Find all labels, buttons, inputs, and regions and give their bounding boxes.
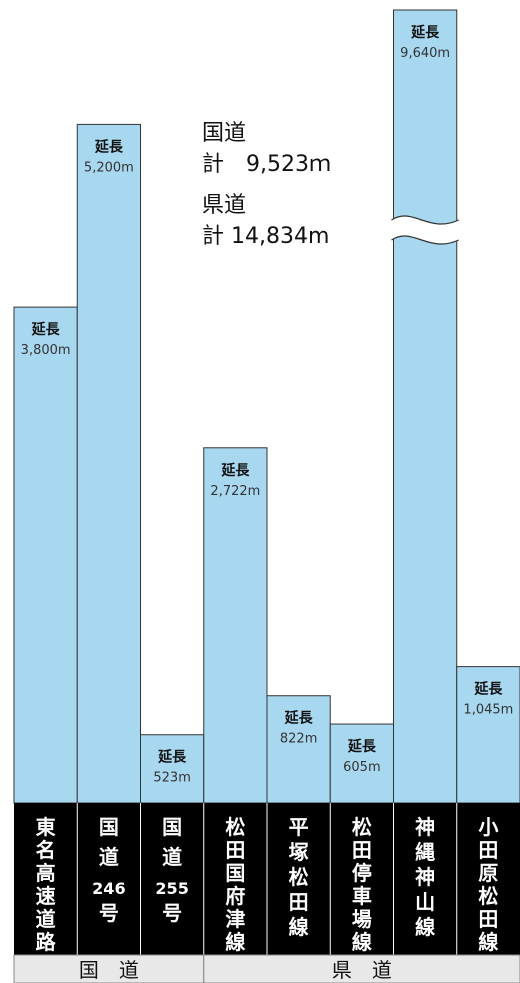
category-char-3-1: 国 [162, 815, 182, 839]
axis-break-line-top [391, 215, 460, 225]
category-char-3-2: 道 [162, 845, 182, 869]
category-char-4-2: 田 [225, 838, 245, 862]
category-char-4-3: 国 [225, 861, 245, 885]
category-char-8-1: 小 [478, 815, 498, 839]
category-char-8-2: 田 [478, 838, 498, 862]
category-char-5-4: 田 [289, 890, 309, 914]
group-cell-2 [203, 954, 520, 983]
category-char-4-4: 府 [225, 884, 245, 908]
total-value-2: 計 14,834m [202, 224, 329, 249]
axis-break-line-bottom [391, 235, 460, 245]
category-char-5-2: 塚 [289, 840, 309, 864]
bar-label-7: 延長 [410, 24, 440, 41]
value-label-6: 605m [343, 760, 380, 775]
category-char-1-3: 高 [36, 861, 56, 885]
category-char-1-1: 東 [36, 815, 56, 839]
category-char-2-1: 国 [99, 815, 119, 839]
bar-label-4: 延長 [220, 462, 250, 479]
bar-5 [266, 695, 331, 804]
category-char-2-4: 号 [99, 901, 119, 925]
bar-2 [76, 123, 141, 804]
group-label-1: 国 道 [79, 958, 139, 982]
value-label-7: 9,640m [400, 46, 450, 61]
category-char-8-4: 松 [478, 884, 498, 908]
value-label-4: 2,722m [210, 484, 260, 499]
category-char-7-4: 山 [415, 890, 435, 914]
category-char-6-4: 車 [352, 884, 372, 908]
category-char-6-5: 場 [352, 907, 372, 931]
bar-6 [329, 723, 394, 804]
value-label-2: 5,200m [84, 160, 134, 175]
bar-4 [203, 447, 268, 804]
category-char-2-2: 道 [99, 845, 119, 869]
category-char-1-2: 名 [36, 838, 56, 862]
category-char-7-3: 神 [415, 865, 435, 889]
axis-break-gap [391, 215, 459, 245]
bar-label-3: 延長 [157, 749, 187, 766]
value-label-5: 822m [280, 732, 317, 747]
group-label-2: 県 道 [332, 958, 392, 982]
bar-label-1: 延長 [31, 321, 61, 338]
category-char-1-6: 路 [36, 930, 57, 954]
total-label-1: 国道 [202, 121, 246, 146]
total-label-2: 県道 [202, 193, 246, 218]
category-char-4-6: 線 [225, 930, 245, 954]
value-label-8: 1,045m [463, 703, 513, 718]
category-char-8-3: 原 [478, 861, 498, 885]
category-char-8-5: 田 [478, 907, 498, 931]
category-char-4-1: 松 [225, 815, 245, 839]
bar-7 [393, 9, 458, 804]
bar-label-5: 延長 [284, 710, 314, 727]
category-char-5-1: 平 [289, 815, 309, 839]
bar-label-8: 延長 [473, 681, 503, 698]
category-char-6-2: 田 [352, 838, 372, 862]
category-char-7-1: 神 [415, 815, 435, 839]
category-char-7-2: 縄 [415, 840, 435, 864]
category-char-6-6: 線 [352, 930, 372, 954]
category-char-6-3: 停 [352, 861, 372, 885]
category-char-2-3: 246 [92, 879, 125, 898]
bar-label-2: 延長 [94, 138, 124, 155]
category-char-6-1: 松 [352, 815, 372, 839]
group-cell-1 [13, 954, 205, 983]
value-label-1: 3,800m [21, 343, 71, 358]
category-char-5-3: 松 [289, 865, 309, 889]
category-char-1-5: 道 [36, 907, 56, 931]
category-char-4-5: 津 [225, 907, 245, 931]
category-char-5-5: 線 [289, 915, 309, 939]
value-label-3: 523m [153, 771, 190, 786]
bar-1 [13, 306, 78, 804]
total-value-1: 計 9,523ｍ [202, 152, 331, 177]
category-char-8-6: 線 [478, 930, 498, 954]
category-char-3-4: 号 [162, 901, 182, 925]
category-char-1-4: 速 [36, 884, 56, 908]
bar-8 [456, 666, 520, 804]
category-char-7-5: 線 [415, 915, 435, 939]
category-char-3-3: 255 [155, 879, 188, 898]
bar-label-6: 延長 [347, 738, 377, 755]
bar-3 [140, 734, 205, 804]
